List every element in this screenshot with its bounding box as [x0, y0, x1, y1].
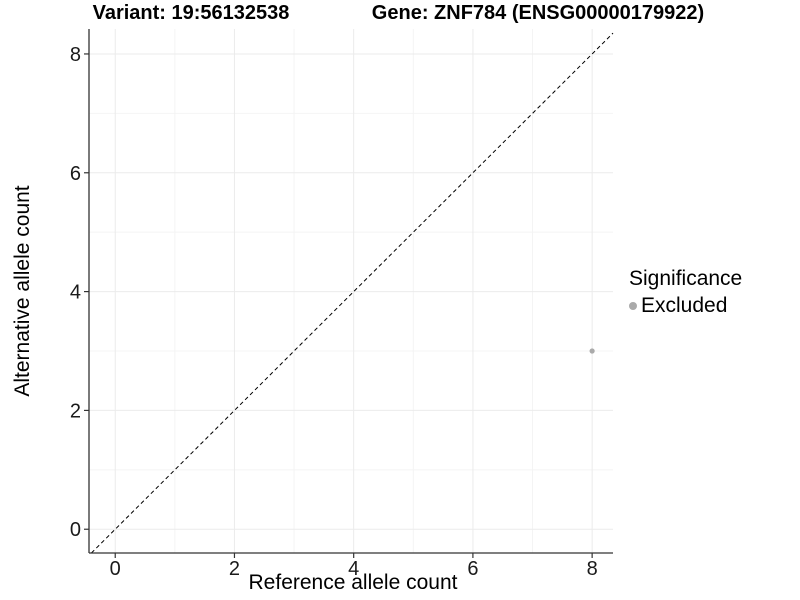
legend-title: Significance	[629, 267, 743, 290]
y-tick-label: 8	[70, 44, 81, 66]
y-tick-label: 2	[70, 400, 81, 422]
x-tick-label: 4	[348, 558, 359, 580]
legend-point-icon	[629, 302, 637, 310]
legend-item-label: Excluded	[641, 294, 728, 317]
legend: Significance Excluded	[629, 267, 742, 318]
legend-item: Excluded	[629, 294, 742, 318]
x-tick-label: 2	[229, 558, 240, 580]
data-point	[589, 348, 595, 354]
y-tick-label: 4	[70, 282, 81, 304]
plot-title-gene: Gene: ZNF784 (ENSG00000179922)	[371, 2, 705, 24]
x-tick-label: 8	[587, 558, 598, 580]
y-axis-title: Alternative allele count	[11, 185, 34, 397]
y-tick-label: 0	[70, 519, 81, 541]
plot-title-variant: Variant: 19:56132538	[92, 2, 290, 24]
identity-dashed-line	[91, 32, 614, 554]
y-tick-label: 6	[70, 163, 81, 185]
legend-items: Excluded	[629, 294, 742, 318]
x-tick-label: 0	[110, 558, 121, 580]
x-tick-label: 6	[467, 558, 478, 580]
x-axis-title: Reference allele count	[248, 571, 458, 594]
